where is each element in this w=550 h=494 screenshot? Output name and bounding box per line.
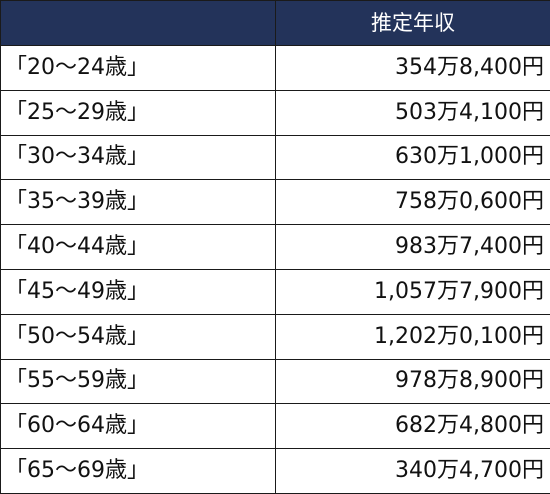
- age-cell: 「50～54歳」: [1, 314, 276, 359]
- age-cell: 「20～24歳」: [1, 46, 276, 91]
- income-cell: 354万8,400円: [276, 46, 550, 91]
- income-cell: 682万4,800円: [276, 404, 550, 449]
- table-row: 「40～44歳」 983万7,400円: [1, 225, 550, 270]
- table-row: 「60～64歳」 682万4,800円: [1, 404, 550, 449]
- table-row: 「25～29歳」 503万4,100円: [1, 90, 550, 135]
- income-cell: 630万1,000円: [276, 135, 550, 180]
- age-cell: 「60～64歳」: [1, 404, 276, 449]
- income-cell: 1,202万0,100円: [276, 314, 550, 359]
- table-body: 「20～24歳」 354万8,400円 「25～29歳」 503万4,100円 …: [1, 46, 550, 494]
- table-row: 「65～69歳」 340万4,700円: [1, 449, 550, 494]
- age-cell: 「35～39歳」: [1, 180, 276, 225]
- income-cell: 503万4,100円: [276, 90, 550, 135]
- table-row: 「20～24歳」 354万8,400円: [1, 46, 550, 91]
- income-cell: 983万7,400円: [276, 225, 550, 270]
- table-row: 「35～39歳」 758万0,600円: [1, 180, 550, 225]
- table-row: 「45～49歳」 1,057万7,900円: [1, 269, 550, 314]
- header-row: 推定年収: [1, 1, 550, 46]
- age-cell: 「45～49歳」: [1, 269, 276, 314]
- table-row: 「55～59歳」 978万8,900円: [1, 359, 550, 404]
- income-cell: 340万4,700円: [276, 449, 550, 494]
- age-cell: 「30～34歳」: [1, 135, 276, 180]
- age-cell: 「40～44歳」: [1, 225, 276, 270]
- age-cell: 「55～59歳」: [1, 359, 276, 404]
- table-header: 推定年収: [1, 1, 550, 46]
- table-row: 「50～54歳」 1,202万0,100円: [1, 314, 550, 359]
- table-row: 「30～34歳」 630万1,000円: [1, 135, 550, 180]
- income-cell: 978万8,900円: [276, 359, 550, 404]
- header-estimated-income: 推定年収: [276, 1, 550, 46]
- header-age: [1, 1, 276, 46]
- income-cell: 758万0,600円: [276, 180, 550, 225]
- age-cell: 「65～69歳」: [1, 449, 276, 494]
- income-cell: 1,057万7,900円: [276, 269, 550, 314]
- age-cell: 「25～29歳」: [1, 90, 276, 135]
